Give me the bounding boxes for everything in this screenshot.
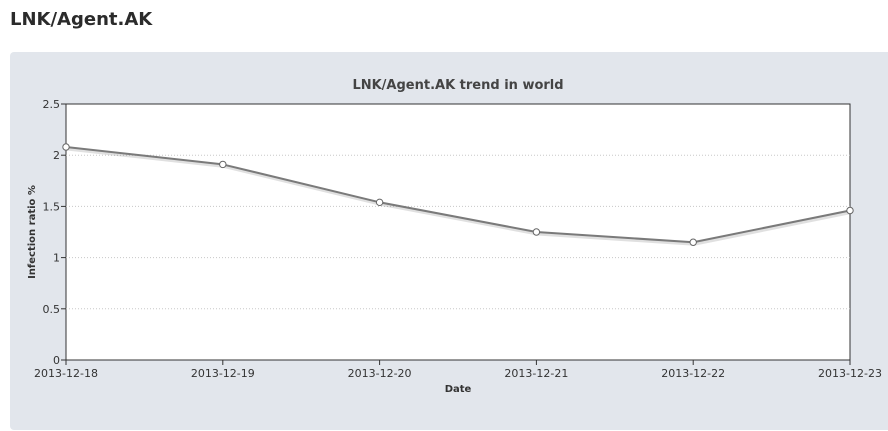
x-tick-label: 2013-12-20 bbox=[348, 367, 412, 380]
trend-chart: LNK/Agent.AK trend in world 0 0.5 1 1.5 2 2.5… bbox=[27, 78, 882, 395]
x-axis-ticks: 2013-12-18 2013-12-19 2013-12-20 2013-12-21… bbox=[34, 360, 882, 380]
page-title: LNK/Agent.AK bbox=[10, 9, 153, 30]
data-point[interactable] bbox=[219, 160, 227, 169]
data-point[interactable] bbox=[532, 228, 541, 236]
series-line bbox=[65, 146, 851, 244]
y-tick-label: 2.5 bbox=[43, 98, 61, 111]
y-axis-ticks: 0 0.5 1 1.5 2 2.5 bbox=[43, 98, 66, 367]
data-point[interactable] bbox=[689, 238, 697, 246]
x-tick-label: 2013-12-22 bbox=[661, 367, 725, 380]
x-tick-label: 2013-12-18 bbox=[34, 367, 98, 380]
x-tick-label: 2013-12-21 bbox=[504, 367, 568, 380]
data-point[interactable] bbox=[62, 143, 70, 151]
plot-area bbox=[65, 103, 851, 361]
series-layer bbox=[65, 146, 852, 246]
chart-panel: LNK/Agent.AK trend in world 0 0.5 1 1.5 2 2.5… bbox=[10, 52, 888, 430]
x-tick-label: 2013-12-23 bbox=[818, 367, 882, 380]
y-axis-title: Infection ratio % bbox=[27, 185, 38, 279]
data-point[interactable] bbox=[375, 198, 384, 207]
point-layer bbox=[62, 143, 854, 246]
y-tick-label: 1.5 bbox=[43, 200, 61, 213]
y-tick-label: 1 bbox=[53, 252, 60, 265]
data-point[interactable] bbox=[846, 206, 854, 215]
series-line-shadow bbox=[66, 147, 852, 246]
chart-title: LNK/Agent.AK trend in world bbox=[352, 78, 563, 93]
x-axis-title: Date bbox=[445, 384, 472, 395]
y-tick-label: 0.5 bbox=[43, 303, 61, 316]
y-tick-label: 2 bbox=[53, 149, 60, 162]
x-tick-label: 2013-12-19 bbox=[191, 367, 255, 380]
y-tick-label: 0 bbox=[53, 354, 60, 367]
